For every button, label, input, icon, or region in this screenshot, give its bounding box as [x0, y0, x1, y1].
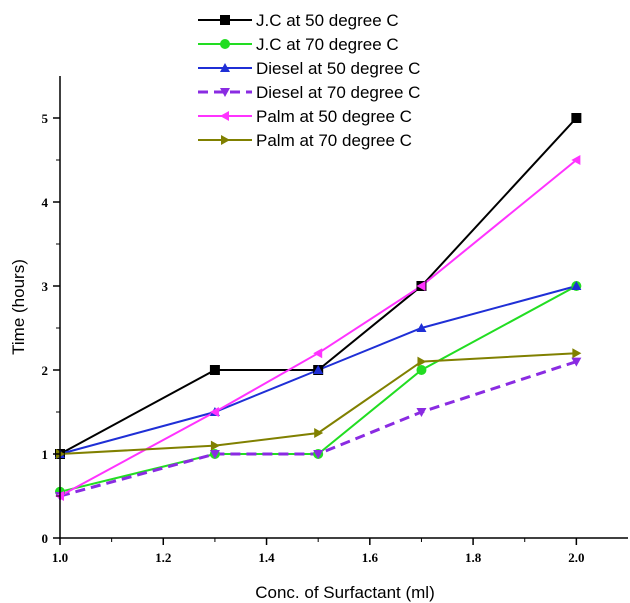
series-line-4: [59, 360, 577, 498]
data-point: [314, 428, 324, 438]
data-point: [571, 155, 581, 165]
y-tick-label: 2: [42, 363, 49, 378]
data-point: [571, 281, 582, 290]
legend-marker: [220, 15, 230, 25]
data-point: [210, 440, 220, 451]
series-lines: [59, 117, 578, 498]
data-point: [571, 113, 582, 123]
axes: [59, 76, 628, 539]
y-axis-title: Time (hours): [9, 259, 28, 355]
legend-marker: [220, 88, 230, 97]
series-markers: [55, 113, 582, 501]
x-tick-label: 1.6: [362, 550, 379, 565]
y-tick-label: 5: [42, 111, 49, 126]
data-point: [417, 356, 427, 367]
legend-entry: J.C at 70 degree C: [256, 35, 399, 54]
legend-entry: Diesel at 50 degree C: [256, 59, 420, 78]
data-point: [416, 281, 426, 291]
legend: J.C at 50 degree C J.C at 70 degree C Dies…: [198, 11, 420, 150]
y-tick-label: 1: [42, 447, 49, 462]
x-tick-label: 1.2: [155, 550, 171, 565]
data-point: [209, 407, 219, 417]
data-point: [313, 365, 324, 374]
data-point: [209, 365, 220, 375]
x-tick-label: 2.0: [568, 550, 584, 565]
data-point: [313, 348, 323, 359]
legend-marker: [220, 39, 230, 49]
y-tick-label: 0: [42, 531, 49, 546]
data-point: [572, 348, 582, 359]
axis-ticks: 1.0 1.2 1.4 1.6 1.8 2.0 0 1 2 3 4 5: [42, 111, 585, 565]
data-point: [209, 450, 220, 459]
legend-entry: Diesel at 70 degree C: [256, 83, 420, 102]
data-point: [571, 357, 582, 367]
data-point: [416, 365, 427, 375]
series-line-1: [59, 117, 578, 455]
data-point: [416, 408, 427, 417]
x-tick-label: 1.8: [465, 550, 482, 565]
legend-entry: Palm at 50 degree C: [256, 107, 412, 126]
y-tick-label: 3: [42, 279, 49, 294]
legend-entry: Palm at 70 degree C: [256, 131, 412, 150]
x-tick-label: 1.0: [52, 550, 68, 565]
legend-marker: [221, 135, 230, 145]
x-tick-label: 1.4: [258, 550, 275, 565]
data-point: [313, 450, 324, 459]
legend-marker: [220, 63, 230, 72]
x-axis-title: Conc. of Surfactant (ml): [255, 583, 435, 602]
legend-marker: [220, 111, 229, 121]
series-line-2: [59, 285, 577, 493]
data-point: [416, 323, 427, 332]
legend-entry: J.C at 50 degree C: [256, 11, 399, 30]
y-tick-label: 4: [42, 195, 49, 210]
